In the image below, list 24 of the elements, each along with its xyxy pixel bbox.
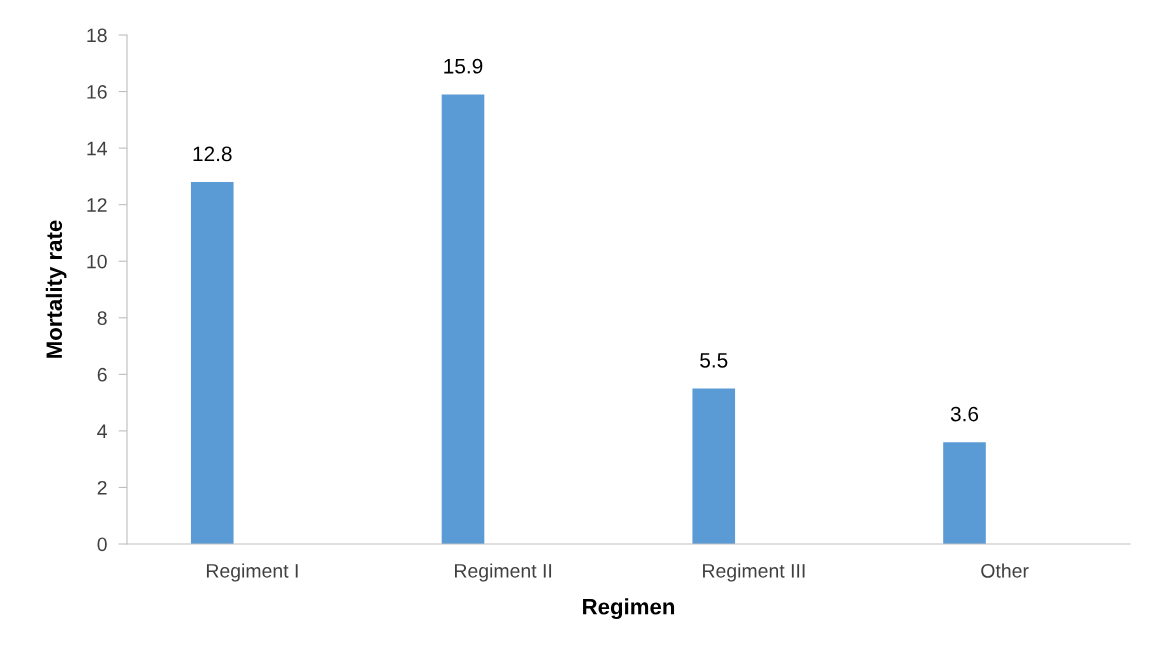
data-label: 15.9 xyxy=(444,58,483,74)
data-label: 3.6 xyxy=(950,406,979,422)
bar xyxy=(692,388,736,544)
y-tick-label: 14 xyxy=(87,141,107,156)
y-tick-label: 8 xyxy=(97,311,107,326)
x-tick-label: Regiment I xyxy=(206,563,298,582)
y-tick-label: 12 xyxy=(87,198,107,212)
bar xyxy=(441,94,485,544)
data-label: 12.8 xyxy=(193,146,232,162)
y-tick-label: 2 xyxy=(97,480,107,495)
x-tick-label: Regiment II xyxy=(455,563,552,582)
y-tick-label: 10 xyxy=(87,254,107,269)
data-label: 5.5 xyxy=(700,353,728,368)
y-axis-title: Mortality rate xyxy=(45,220,67,358)
bar xyxy=(190,182,234,544)
y-tick-label: 4 xyxy=(97,424,107,438)
x-tick-label: Regiment III xyxy=(703,563,805,582)
x-axis-title: Regimen xyxy=(583,598,675,620)
y-tick-label: 0 xyxy=(97,537,107,552)
x-tick-label: Other xyxy=(981,563,1029,578)
y-tick-label: 18 xyxy=(87,28,107,43)
y-tick-label: 16 xyxy=(87,85,107,99)
bar xyxy=(943,442,986,544)
y-tick-label: 6 xyxy=(97,367,107,382)
